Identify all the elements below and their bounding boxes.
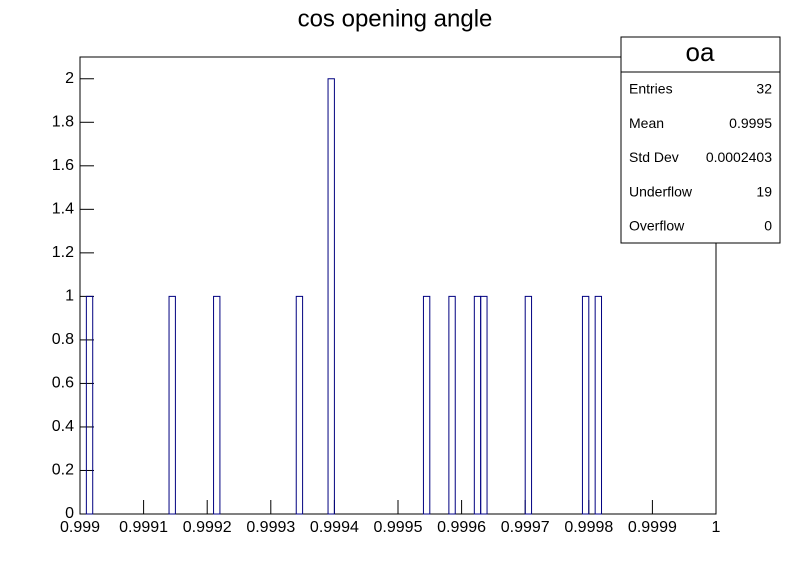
x-tick-label: 0.9995 [374,519,423,536]
bar [422,295,431,515]
x-tick-label: 0.9999 [628,519,677,536]
x-tick-label: 0.9994 [310,519,359,536]
stats-value: 0.9995 [729,115,772,131]
stats-label: Std Dev [629,149,679,165]
bar [581,295,590,515]
bar [327,78,335,515]
x-tick-label: 0.9996 [437,519,486,536]
bar [213,295,221,515]
y-tick-label: 0.8 [52,331,74,348]
x-tick-label: 0.9997 [501,519,550,536]
x-tick-label: 0.9998 [564,519,613,536]
y-tick-label: 1.6 [52,157,74,174]
y-tick-label: 0 [65,505,74,522]
bar [85,295,94,515]
stats-title: oa [686,37,715,67]
stats-box: oa Entries 32 Mean 0.9995 Std Dev 0.0002403 Un… [620,36,781,244]
stats-label: Underflow [629,183,693,199]
y-tick-label: 1.8 [52,114,74,131]
bar [524,295,533,515]
stats-label: Mean [629,115,664,131]
y-tick-label: 0.6 [52,375,74,392]
x-tick-label: 0.9991 [119,519,168,536]
bar [594,295,603,515]
y-tick-label: 1.4 [52,201,74,218]
stats-label: Overflow [629,218,685,234]
y-tick-label: 1 [65,288,74,305]
x-tick-label: 1 [712,519,721,536]
stats-frame [620,36,781,244]
stats-value: 0.0002403 [706,149,772,165]
chart-title: cos opening angle [298,5,493,32]
stats-value: 32 [756,81,772,97]
x-tick-label: 0.9992 [183,519,232,536]
bar [448,295,456,515]
bar [295,295,304,515]
y-tick-label: 1.2 [52,244,74,261]
y-tick-label: 0.2 [52,462,74,479]
bar [480,295,488,515]
x-tick-label: 0.999 [60,519,100,536]
stats-value: 0 [764,218,772,234]
y-tick-label: 0.4 [52,418,74,435]
stats-label: Entries [629,81,673,97]
x-tick-label: 0.9993 [246,519,295,536]
stats-value: 19 [756,183,772,199]
y-tick-label: 2 [65,70,74,87]
bar [168,295,176,515]
